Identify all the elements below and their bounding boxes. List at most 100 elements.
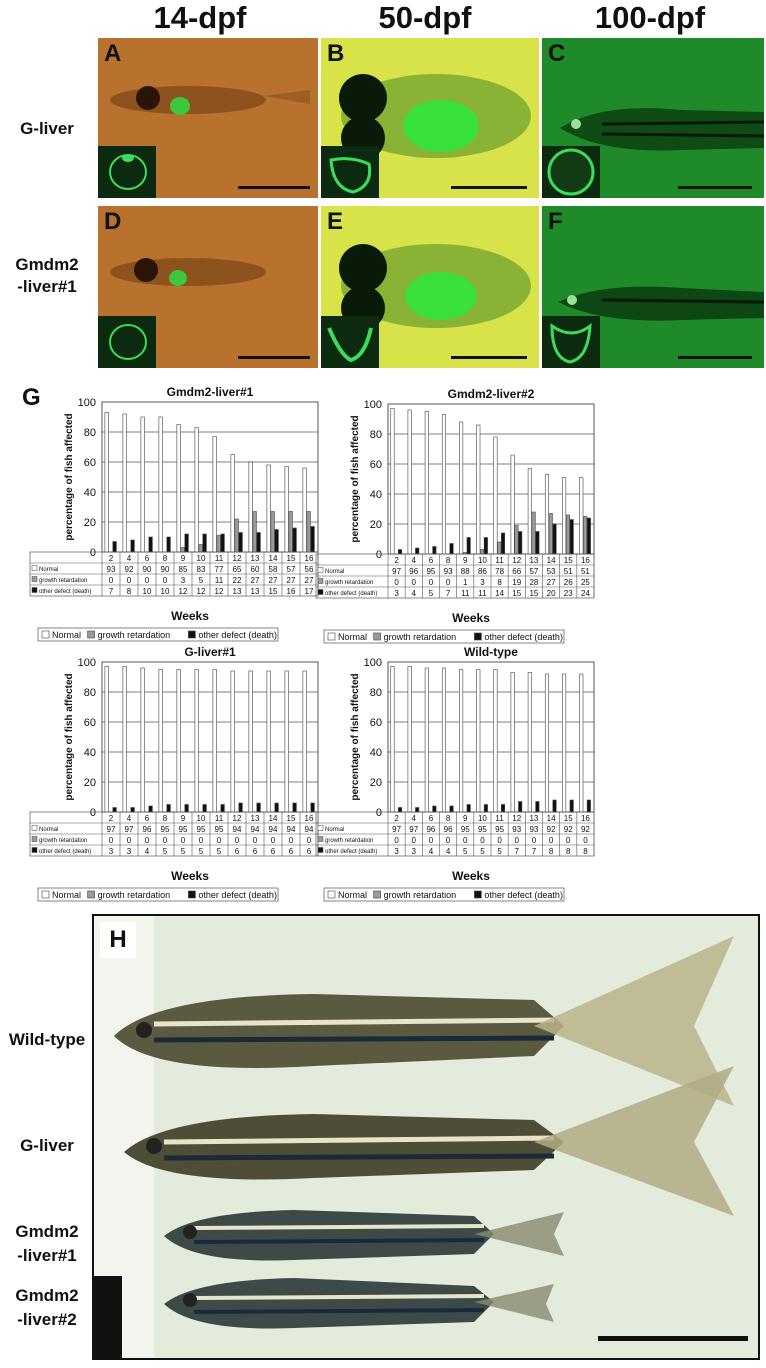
x-tick-label: 8 — [446, 814, 451, 823]
h-label-gmdm2-liver2: Gmdm2 -liver#2 — [15, 1286, 79, 1329]
data-label: 0 — [109, 576, 114, 585]
data-label: 97 — [392, 825, 401, 834]
x-tick-label: 13 — [529, 814, 538, 823]
data-label: 92 — [581, 825, 590, 834]
data-label: 77 — [215, 565, 224, 574]
data-label: 94 — [251, 825, 260, 834]
x-tick-label: 9 — [181, 814, 186, 823]
bar-other-defect-death- — [569, 519, 574, 555]
bar-other-defect-death- — [535, 531, 540, 555]
y-tick-label: 60 — [84, 457, 96, 469]
x-tick-label: 16 — [581, 814, 590, 823]
data-label: 10 — [143, 587, 152, 596]
bar-other-defect-death- — [552, 523, 557, 555]
table-row-label: growth retardation — [325, 580, 373, 586]
bar-growth-retardation — [565, 514, 570, 555]
data-label: 0 — [127, 836, 132, 845]
data-label: 93 — [444, 567, 453, 576]
data-label: 51 — [564, 567, 573, 576]
bar-other-defect-death- — [148, 536, 153, 553]
x-tick-label: 16 — [305, 814, 314, 823]
bar-other-defect-death- — [415, 547, 420, 555]
bar-other-defect-death- — [148, 805, 153, 813]
data-label: 7 — [515, 847, 520, 856]
data-label: 65 — [233, 565, 242, 574]
legend-label: Normal — [52, 630, 81, 640]
data-label: 5 — [217, 847, 222, 856]
data-label: 27 — [251, 576, 260, 585]
data-label: 93 — [512, 825, 521, 834]
data-label: 83 — [197, 565, 206, 574]
bar-other-defect-death- — [112, 541, 117, 553]
legend-swatch — [188, 890, 196, 899]
data-label: 90 — [161, 565, 170, 574]
data-label: 5 — [463, 847, 468, 856]
bar-other-defect-death- — [398, 549, 403, 555]
bar-other-defect-death- — [184, 533, 189, 553]
data-label: 11 — [215, 576, 224, 585]
data-label: 56 — [305, 565, 314, 574]
x-tick-label: 8 — [163, 814, 168, 823]
bar-normal — [476, 669, 481, 813]
panel-h-photo: H — [92, 914, 760, 1360]
data-label: 12 — [197, 587, 206, 596]
bar-normal — [424, 411, 429, 555]
chart-title: G-liver#1 — [184, 645, 236, 659]
chart-gmdm2-liver1: Gmdm2-liver#1 percentage of fish affected… — [29, 385, 319, 642]
bar-normal — [459, 421, 464, 555]
bar-growth-retardation — [514, 525, 519, 555]
bar-other-defect-death- — [535, 801, 540, 813]
adult-fish-photo — [94, 916, 758, 1358]
data-label: 8 — [566, 847, 571, 856]
bar-normal — [266, 670, 271, 813]
x-axis-label: Weeks — [452, 611, 490, 625]
data-label: 92 — [547, 825, 556, 834]
legend-swatch — [31, 587, 38, 593]
data-label: 95 — [495, 825, 504, 834]
data-label: 0 — [515, 836, 520, 845]
x-tick-label: 4 — [127, 554, 132, 563]
legend-swatch — [317, 578, 324, 584]
legend-swatch — [41, 890, 50, 899]
legend-label: Normal — [338, 890, 367, 900]
bar-other-defect-death- — [501, 804, 506, 813]
data-label: 0 — [181, 836, 186, 845]
table-row-label: Normal — [325, 827, 344, 833]
data-label: 13 — [251, 587, 260, 596]
bar-growth-retardation — [497, 541, 502, 555]
x-tick-label: 13 — [251, 554, 260, 563]
bar-other-defect-death- — [586, 517, 591, 555]
data-label: 7 — [532, 847, 537, 856]
y-tick-label: 20 — [370, 777, 382, 789]
data-label: 0 — [199, 836, 204, 845]
data-label: 0 — [109, 836, 114, 845]
data-label: 57 — [529, 567, 538, 576]
bar-other-defect-death- — [449, 805, 454, 813]
bar-normal — [544, 673, 549, 813]
bar-normal — [579, 673, 584, 813]
bar-other-defect-death- — [256, 802, 261, 813]
data-label: 0 — [394, 578, 399, 587]
data-label: 66 — [512, 567, 521, 576]
bar-normal — [527, 468, 532, 555]
x-tick-label: 15 — [564, 556, 573, 565]
data-label: 6 — [253, 847, 258, 856]
table-row-label: other defect (death) — [39, 589, 91, 595]
data-label: 0 — [145, 836, 150, 845]
bar-other-defect-death- — [518, 531, 523, 555]
y-tick-label: 60 — [370, 459, 382, 471]
data-label: 10 — [161, 587, 170, 596]
bar-normal — [212, 669, 217, 813]
x-axis-label: Weeks — [452, 869, 490, 883]
plot-area — [101, 661, 319, 813]
x-tick-label: 14 — [547, 556, 556, 565]
panel-h-letter: H — [100, 922, 136, 958]
bar-normal — [302, 467, 307, 553]
x-tick-label: 12 — [512, 556, 521, 565]
panel-letter: A — [104, 40, 122, 67]
y-tick-label: 100 — [364, 399, 382, 411]
plot-area — [387, 661, 595, 813]
legend-label: other defect (death) — [484, 632, 563, 642]
bar-growth-retardation — [531, 511, 536, 555]
data-label: 0 — [271, 836, 276, 845]
